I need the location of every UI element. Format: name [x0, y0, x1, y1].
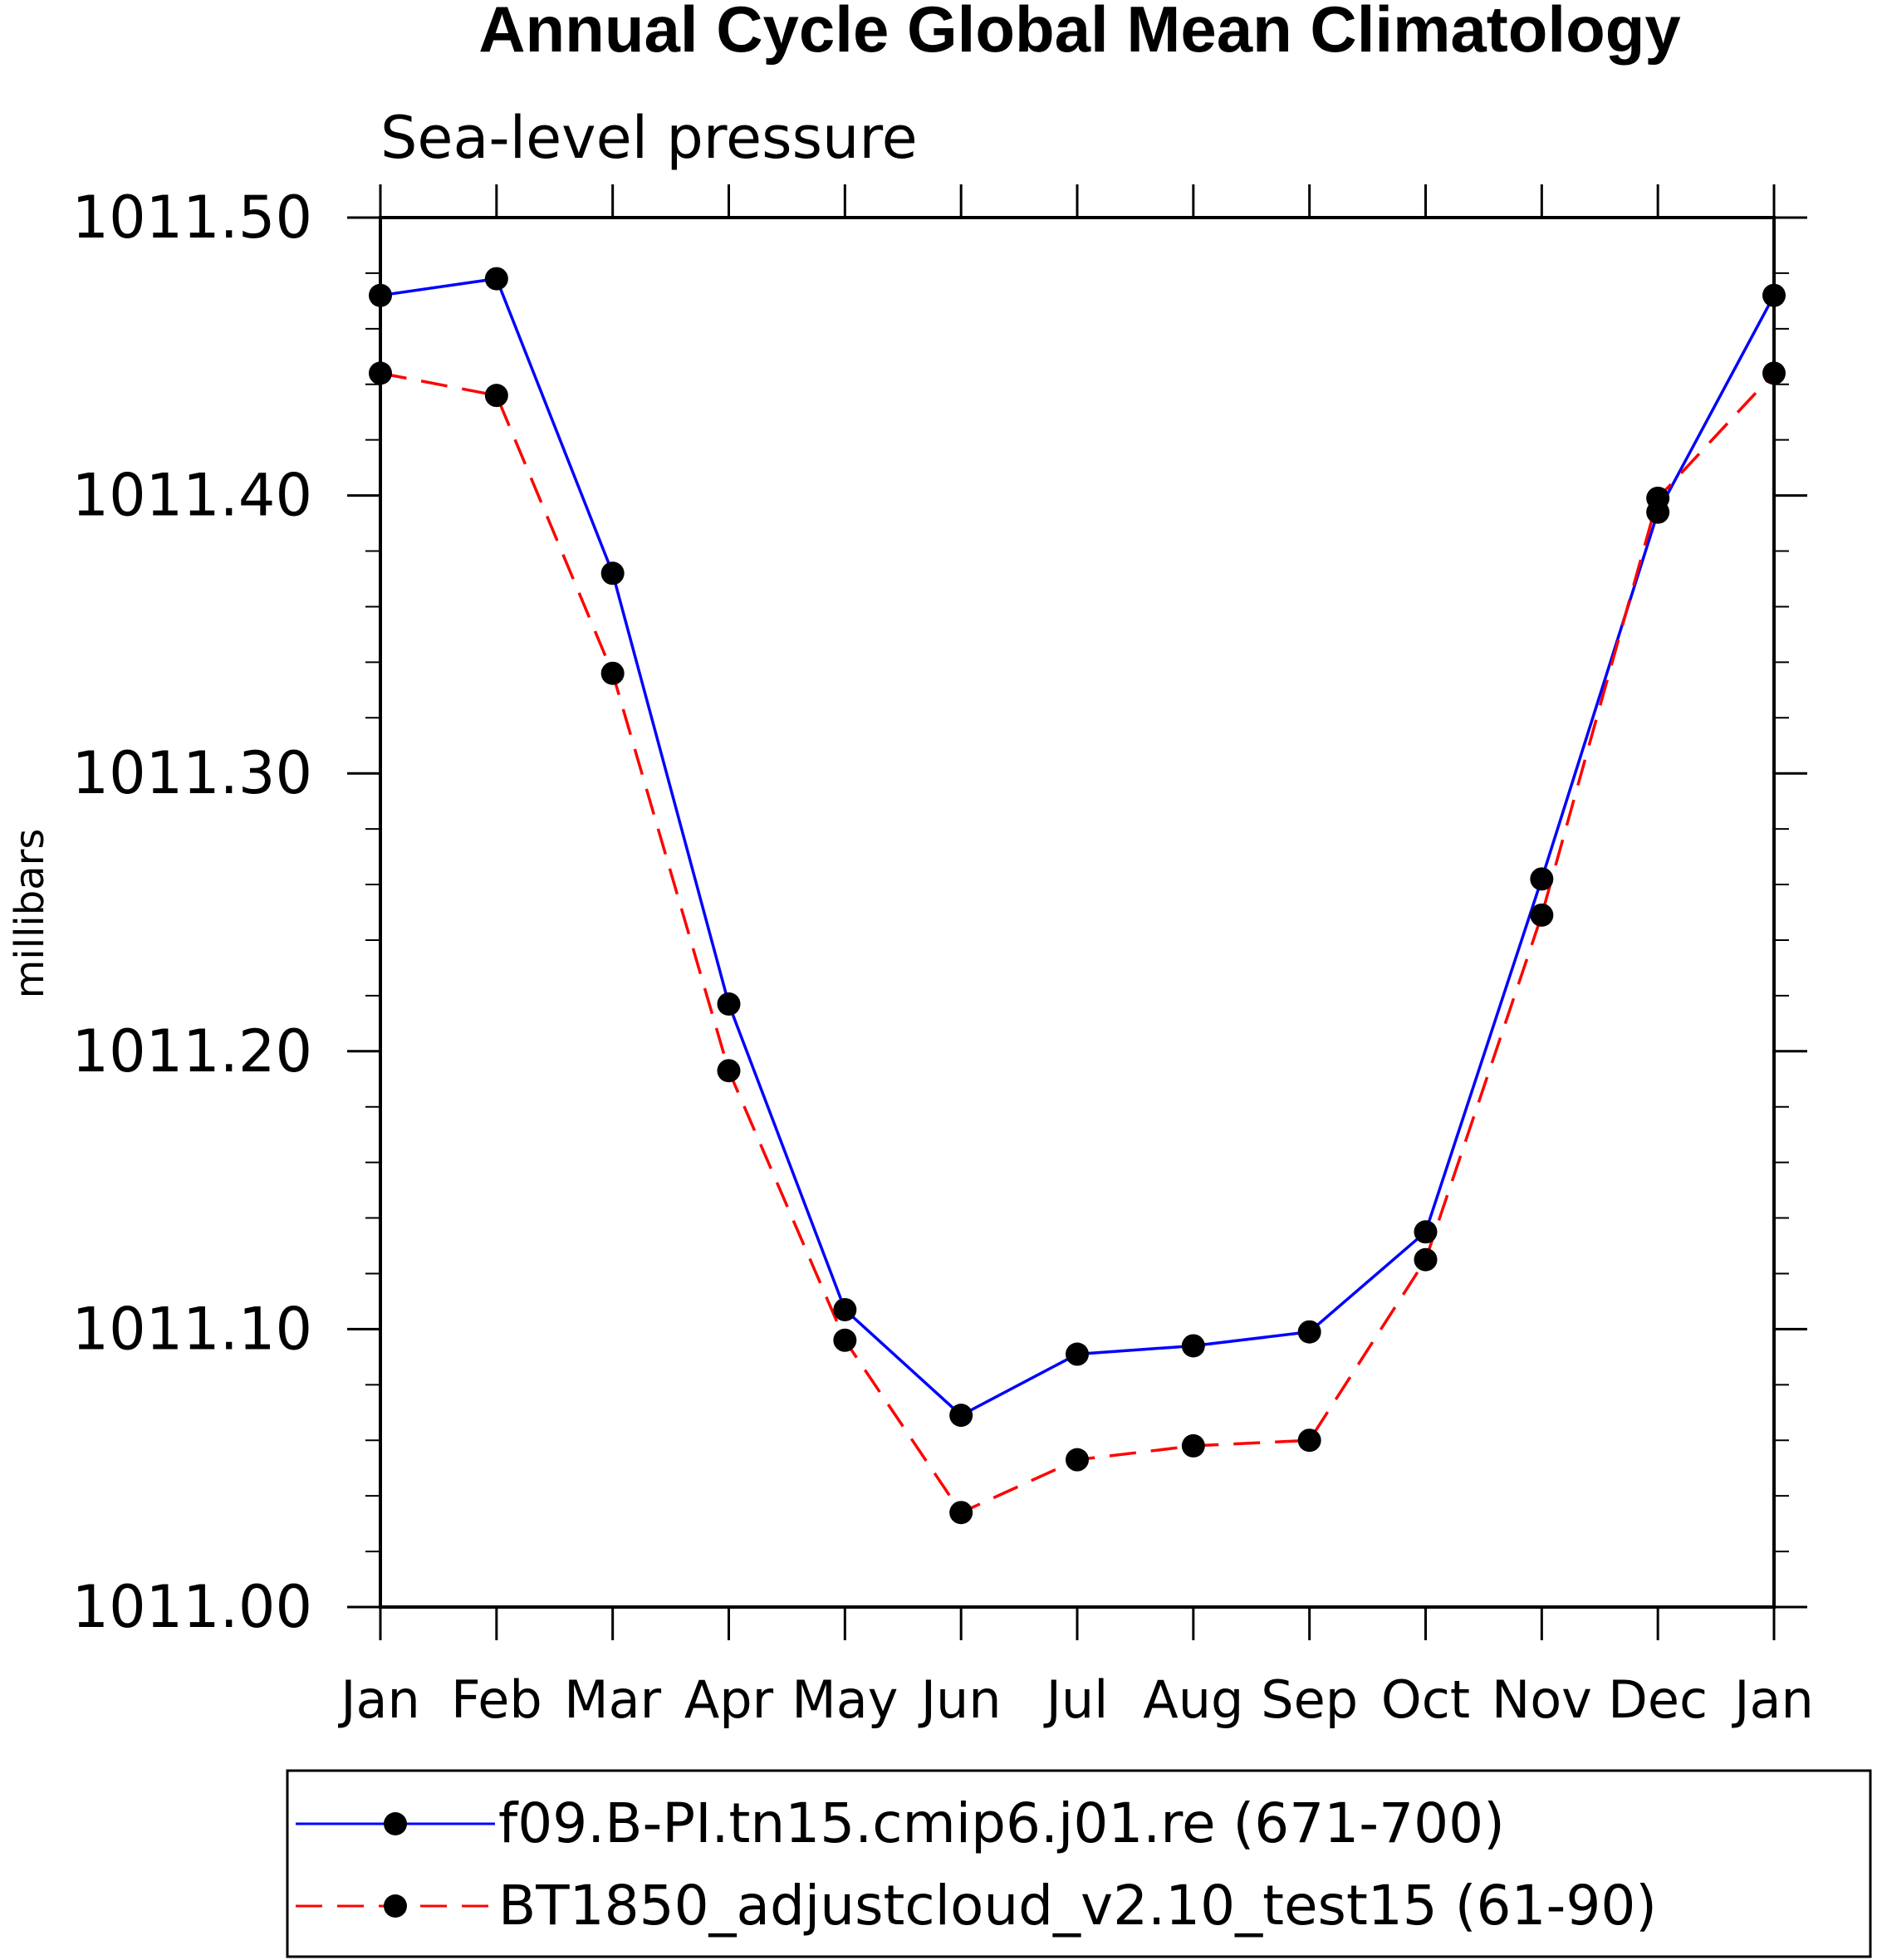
y-tick-label: 1011.10	[72, 1295, 312, 1363]
x-tick-label: Mar	[564, 1669, 661, 1730]
series-1-point	[1414, 1220, 1438, 1244]
series-2-point	[1762, 361, 1786, 385]
series-2-point	[484, 384, 508, 408]
x-tick-label: Oct	[1381, 1669, 1470, 1730]
series-1-point	[600, 561, 625, 586]
x-tick-label: Apr	[684, 1669, 774, 1730]
legend-marker-series-2	[384, 1894, 407, 1918]
series-2-point	[1181, 1433, 1205, 1458]
x-tick-label: Jan	[1731, 1669, 1814, 1730]
series-2-point	[1297, 1428, 1321, 1453]
series-line-2	[380, 371, 1776, 1515]
legend: f09.B-PI.tn15.cmip6.j01.re (671-700) BT1…	[286, 1769, 1872, 1958]
legend-label-series-2: BT1850_adjustcloud_v2.10_test15 (61-90)	[498, 1874, 1657, 1938]
y-tick-label: 1011.50	[72, 184, 312, 252]
y-tick-label: 1011.30	[72, 739, 312, 807]
series-1-point	[949, 1404, 973, 1428]
y-tick-label: 1011.20	[72, 1017, 312, 1085]
series-2-point	[1646, 486, 1670, 510]
chart-title: Annual Cycle Global Mean Climatology	[478, 0, 1681, 66]
series-1-point	[717, 992, 741, 1016]
series-1-point	[833, 1297, 857, 1321]
x-tick-label: Dec	[1608, 1669, 1708, 1730]
series-1-point	[369, 283, 392, 307]
data-series	[369, 267, 1786, 1525]
plot-frame	[379, 216, 1776, 1609]
series-line-1	[380, 277, 1776, 1418]
x-tick-label: May	[791, 1669, 898, 1730]
series-2-point	[1414, 1247, 1438, 1272]
x-tick-label: Jul	[1043, 1669, 1109, 1730]
legend-label-series-1: f09.B-PI.tn15.cmip6.j01.re (671-700)	[498, 1791, 1505, 1855]
legend-box	[286, 1769, 1872, 1958]
x-tick-label: Sep	[1261, 1669, 1358, 1730]
series-2-point	[1530, 903, 1554, 927]
legend-marker-series-1	[384, 1812, 407, 1835]
x-tick-label: Jan	[337, 1669, 420, 1730]
y-axis-label: millibars	[7, 829, 53, 999]
series-1-point	[1066, 1342, 1089, 1366]
x-tick-label: Feb	[451, 1669, 542, 1730]
series-1-point	[1530, 867, 1554, 891]
series-2-point	[833, 1328, 857, 1352]
series-1-point	[1181, 1334, 1205, 1358]
x-tick-label: Nov	[1492, 1669, 1592, 1730]
series-1-point	[1297, 1320, 1321, 1344]
x-tick-label: Aug	[1143, 1669, 1243, 1730]
chart-subtitle: Sea-level pressure	[380, 104, 918, 172]
axes: 1011.00 1011.10 1011.20 1011.30 1011.40 1011.…	[72, 184, 1814, 1730]
y-tick-label: 1011.40	[72, 462, 312, 530]
series-2-point	[600, 661, 625, 685]
y-tick-label: 1011.00	[72, 1573, 312, 1641]
series-1-point	[1762, 283, 1786, 307]
series-1-point	[484, 267, 508, 291]
x-tick-label: Jun	[918, 1669, 1002, 1730]
series-2-point	[1066, 1448, 1089, 1472]
series-2-point	[369, 361, 392, 385]
series-2-point	[717, 1059, 741, 1083]
series-2-point	[949, 1501, 973, 1525]
